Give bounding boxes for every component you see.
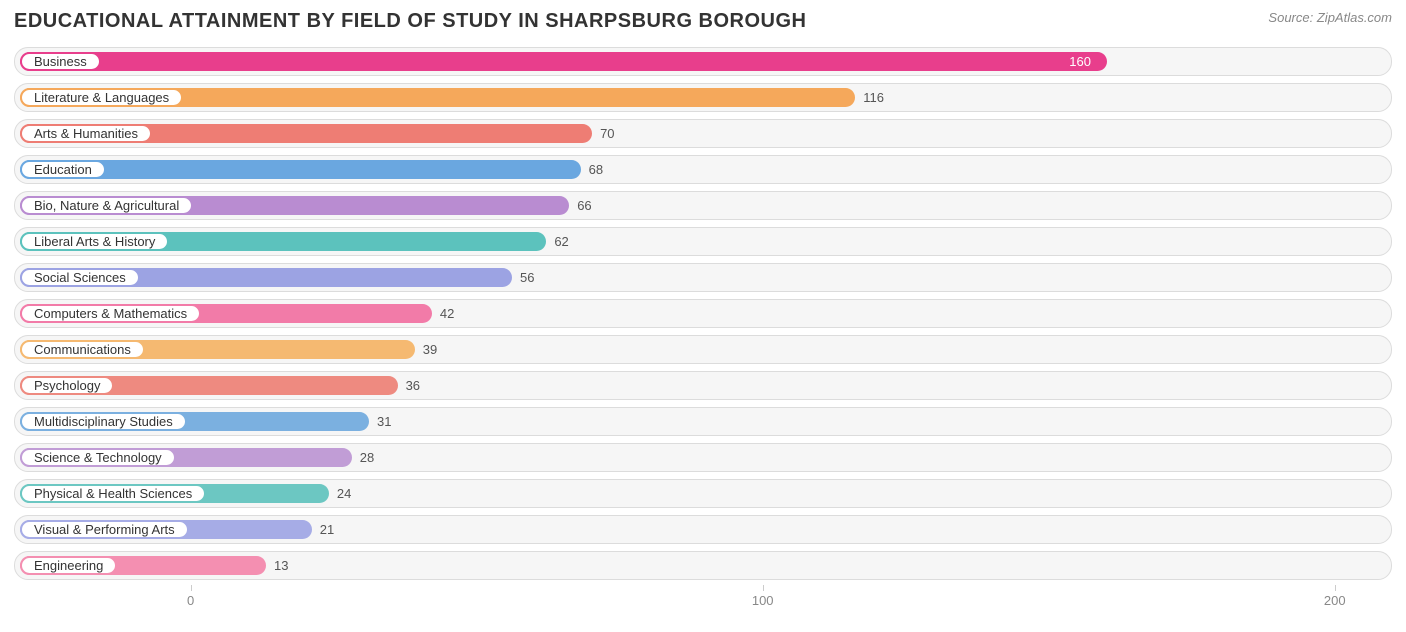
category-label-pill: Psychology [20, 376, 114, 395]
bar-value-label: 160 [1069, 52, 1091, 71]
chart-title: EDUCATIONAL ATTAINMENT BY FIELD OF STUDY… [14, 10, 807, 33]
category-label-pill: Education [20, 160, 106, 179]
bar-row: Multidisciplinary Studies 31 [14, 407, 1392, 436]
bar-value-label: 31 [377, 412, 391, 431]
bar-row: Bio, Nature & Agricultural 66 [14, 191, 1392, 220]
bar-value-label: 36 [406, 376, 420, 395]
source-value: ZipAtlas.com [1317, 10, 1392, 25]
bar-value-label: 66 [577, 196, 591, 215]
bar-row: Social Sciences 56 [14, 263, 1392, 292]
category-label-pill: Social Sciences [20, 268, 140, 287]
category-label-pill: Arts & Humanities [20, 124, 152, 143]
category-label-pill: Multidisciplinary Studies [20, 412, 187, 431]
bar-row: Communications 39 [14, 335, 1392, 364]
bar-row: Arts & Humanities 70 [14, 119, 1392, 148]
bar-chart: Business 160 Literature & Languages 116 Arts… [14, 47, 1392, 580]
axis-tick-mark [1335, 585, 1336, 591]
bar-row: Literature & Languages 116 [14, 83, 1392, 112]
bar-value-label: 13 [274, 556, 288, 575]
bar-row: Psychology 36 [14, 371, 1392, 400]
bar-row: Visual & Performing Arts 21 [14, 515, 1392, 544]
bar-value-label: 42 [440, 304, 454, 323]
bar-value-label: 28 [360, 448, 374, 467]
bar-row: Business 160 [14, 47, 1392, 76]
source-label: Source: [1268, 10, 1313, 25]
bar-row: Science & Technology 28 [14, 443, 1392, 472]
category-label-pill: Engineering [20, 556, 117, 575]
bar-row: Computers & Mathematics 42 [14, 299, 1392, 328]
category-label-pill: Science & Technology [20, 448, 176, 467]
x-axis: 0 100 200 [14, 587, 1392, 611]
chart-header: EDUCATIONAL ATTAINMENT BY FIELD OF STUDY… [14, 10, 1392, 33]
bar-value-label: 70 [600, 124, 614, 143]
bar-value-label: 68 [589, 160, 603, 179]
category-label-pill: Bio, Nature & Agricultural [20, 196, 193, 215]
bar-value-label: 62 [554, 232, 568, 251]
category-label-pill: Visual & Performing Arts [20, 520, 189, 539]
bar-value-label: 56 [520, 268, 534, 287]
bar-row: Education 68 [14, 155, 1392, 184]
axis-tick-label: 0 [187, 593, 194, 608]
bar-value-label: 39 [423, 340, 437, 359]
bar-row: Engineering 13 [14, 551, 1392, 580]
axis-tick-label: 100 [752, 593, 774, 608]
bar-value-label: 116 [863, 88, 884, 107]
source-attribution: Source: ZipAtlas.com [1268, 10, 1392, 25]
bar-value-label: 24 [337, 484, 351, 503]
bar-row: Liberal Arts & History 62 [14, 227, 1392, 256]
category-label-pill: Computers & Mathematics [20, 304, 201, 323]
category-label-pill: Literature & Languages [20, 88, 183, 107]
category-label-pill: Physical & Health Sciences [20, 484, 206, 503]
axis-tick-mark [763, 585, 764, 591]
category-label-pill: Liberal Arts & History [20, 232, 169, 251]
bar-fill [20, 52, 1107, 71]
bar-value-label: 21 [320, 520, 334, 539]
axis-tick-label: 200 [1324, 593, 1346, 608]
bar-row: Physical & Health Sciences 24 [14, 479, 1392, 508]
category-label-pill: Business [20, 52, 101, 71]
axis-tick-mark [191, 585, 192, 591]
category-label-pill: Communications [20, 340, 145, 359]
